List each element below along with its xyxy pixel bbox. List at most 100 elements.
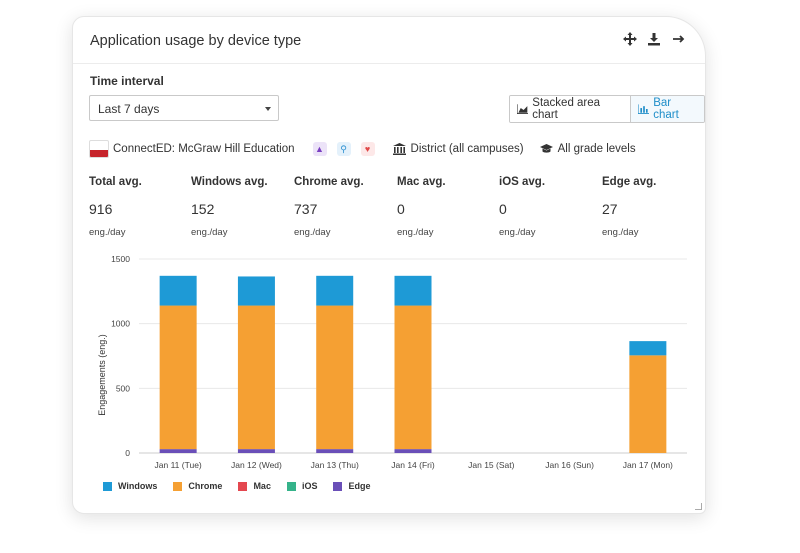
stat-label: Mac avg. (397, 176, 446, 188)
y-tick-label: 1000 (111, 319, 130, 329)
bar-segment-windows[interactable] (394, 275, 432, 306)
card-header: Application usage by device type (73, 17, 705, 64)
stat-label: Edge avg. (602, 176, 657, 188)
stat-label: iOS avg. (499, 176, 546, 188)
bar-segment-chrome[interactable] (316, 305, 354, 450)
y-tick-label: 1500 (111, 254, 130, 264)
bar-segment-edge[interactable] (159, 449, 197, 453)
stat-mac: Mac avg. 0 eng./day (397, 176, 497, 238)
stat-unit: eng./day (89, 227, 126, 238)
stat-total: Total avg. 916 eng./day (89, 176, 189, 238)
stat-value: 0 (397, 201, 405, 217)
key-icon[interactable]: ⚲ (336, 142, 351, 156)
y-tick-label: 0 (125, 448, 130, 458)
stat-unit: eng./day (602, 227, 639, 238)
stat-value: 27 (602, 201, 618, 217)
filter-row: ConnectED: McGraw Hill Education ▲ ⚲ ♥ D… (89, 140, 636, 158)
resize-handle[interactable] (695, 503, 702, 510)
bar-chart-button[interactable]: Bar chart (629, 96, 704, 122)
x-tick-label: Jan 12 (Wed) (231, 460, 282, 470)
stats-row: Total avg. 916 eng./day Windows avg. 152… (89, 176, 689, 238)
bar-segment-chrome[interactable] (394, 305, 432, 450)
bar-segment-windows[interactable] (159, 275, 197, 306)
stat-label: Windows avg. (191, 176, 268, 188)
card-title: Application usage by device type (90, 33, 302, 49)
graduation-cap-icon (539, 144, 553, 153)
y-axis-title: Engagements (eng.) (97, 334, 107, 416)
stacked-area-chart-button[interactable]: Stacked area chart (510, 96, 630, 122)
x-tick-label: Jan 13 (Thu) (311, 460, 359, 470)
bar-segment-edge[interactable] (237, 449, 275, 453)
time-interval-label: Time interval (90, 74, 164, 88)
heart-icon[interactable]: ♥ (360, 142, 375, 156)
stat-value: 737 (294, 201, 318, 217)
stat-unit: eng./day (397, 227, 434, 238)
time-interval-select[interactable]: Last 7 days (89, 95, 279, 121)
stat-unit: eng./day (294, 227, 331, 238)
legend-swatch (173, 481, 183, 491)
move-icon[interactable] (623, 31, 637, 47)
legend-item-windows[interactable]: Windows (103, 481, 157, 491)
y-tick-label: 500 (116, 383, 130, 393)
legend-label: Edge (348, 481, 371, 491)
legend-item-edge[interactable]: Edge (333, 481, 370, 491)
header-actions (623, 31, 685, 47)
legend-label: Windows (118, 481, 158, 491)
legend-label: Chrome (188, 481, 223, 491)
bar-chart-icon (637, 104, 650, 114)
stat-windows: Windows avg. 152 eng./day (191, 176, 291, 238)
x-tick-label: Jan 16 (Sun) (545, 460, 594, 470)
bar-segment-windows[interactable] (629, 341, 667, 356)
legend-swatch (103, 481, 112, 491)
legend-label: iOS (301, 481, 318, 491)
download-icon[interactable] (647, 31, 661, 47)
legend-item-chrome[interactable]: Chrome (173, 481, 222, 491)
grade-filter-label: All grade levels (557, 143, 636, 155)
time-interval-value: Last 7 days (98, 102, 160, 116)
chart-bars (159, 275, 667, 453)
x-tick-label: Jan 17 (Mon) (623, 460, 673, 470)
district-filter[interactable]: District (all campuses) (392, 143, 524, 155)
bar-segment-edge[interactable] (316, 449, 354, 453)
expand-icon[interactable] (671, 31, 685, 47)
bar-segment-chrome[interactable] (629, 355, 667, 453)
bar-segment-edge[interactable] (394, 449, 432, 453)
bar-segment-windows[interactable] (316, 275, 354, 306)
legend-item-ios[interactable]: iOS (286, 481, 318, 491)
legend-label: Mac (253, 481, 271, 491)
chart-axes: 0 500 1000 1500 Jan 11 (Tue) Jan 12 (Wed) Jan … (111, 254, 673, 470)
app-usage-card: Application usage by device type Time in… (72, 16, 706, 514)
district-filter-label: District (all campuses) (410, 143, 524, 155)
x-tick-label: Jan 11 (Tue) (155, 460, 202, 470)
bar-chart-label: Bar chart (653, 97, 679, 121)
bar-segment-chrome[interactable] (237, 305, 275, 450)
stat-chrome: Chrome avg. 737 eng./day (294, 176, 394, 238)
stat-value: 152 (191, 201, 215, 217)
stat-edge: Edge avg. 27 eng./day (602, 176, 702, 238)
chart-type-toggle: Stacked area chart Bar chart (509, 95, 705, 123)
stat-label: Chrome avg. (294, 176, 364, 188)
legend-swatch (333, 481, 343, 491)
stat-value: 916 (89, 201, 113, 217)
chevron-down-icon (265, 107, 271, 111)
thumbs-up-icon[interactable]: ▲ (312, 142, 327, 156)
legend-swatch (286, 481, 296, 491)
chart-legend: Windows Chrome Mac iOS Edge (103, 481, 386, 491)
area-chart-icon (517, 104, 529, 114)
stat-unit: eng./day (499, 227, 536, 238)
bar-chart: 0 500 1000 1500 Jan 11 (Tue) Jan 12 (Wed) Jan … (97, 254, 687, 470)
legend-swatch (238, 481, 248, 491)
stat-ios: iOS avg. 0 eng./day (499, 176, 599, 238)
bar-segment-windows[interactable] (237, 276, 275, 306)
stat-value: 0 (499, 201, 507, 217)
stat-label: Total avg. (89, 176, 142, 188)
app-name[interactable]: ConnectED: McGraw Hill Education (113, 143, 295, 155)
stacked-area-chart-label: Stacked area chart (532, 97, 601, 121)
legend-item-mac[interactable]: Mac (238, 481, 271, 491)
x-tick-label: Jan 15 (Sat) (468, 460, 514, 470)
x-tick-label: Jan 14 (Fri) (391, 460, 435, 470)
stat-unit: eng./day (191, 227, 228, 238)
app-logo (89, 140, 109, 158)
bar-segment-chrome[interactable] (159, 305, 197, 450)
grade-filter[interactable]: All grade levels (539, 143, 636, 155)
